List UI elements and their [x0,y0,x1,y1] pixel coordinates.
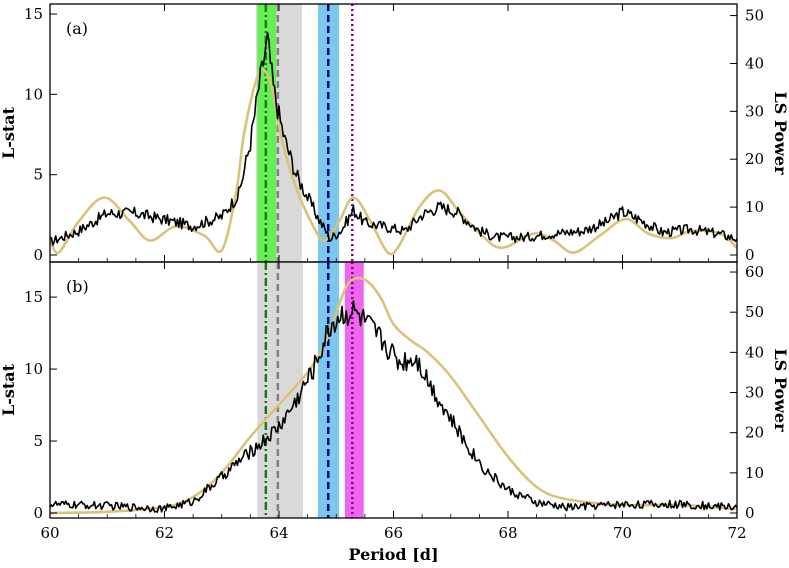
panel-b: 60 62 64 66 68 70 72 0 5 10 15 0 10 20 30 40 50 60 L-stat L… [0,261,789,564]
y-right-tick-label: 40 [745,54,764,72]
y-left-tick-label: 0 [33,246,43,264]
x-tick-label: 62 [155,524,174,542]
shaded-band [344,262,364,518]
y-right-tick-label: 10 [745,464,764,482]
y-right-tick-label: 30 [745,384,764,402]
y-left-tick-label: 10 [24,360,43,378]
y-right-tick-label: 60 [745,263,764,281]
y-right-tick-label: 50 [745,303,764,321]
x-tick-label: 66 [384,524,403,542]
plot-area [50,262,737,518]
y-axis-title-left: L-stat [0,106,18,159]
shaded-band [317,4,340,262]
shaded-band [257,262,304,518]
y-left-tick-label: 15 [24,288,43,306]
plot-frame [49,261,738,519]
y-axis-title-right: LS Power [771,348,789,432]
series-line-lstat [50,300,737,513]
x-tick-label: 64 [269,524,288,542]
panel-label: (b) [66,277,89,296]
y-left-tick-label: 10 [24,85,43,103]
y-right-tick-label: 0 [745,504,755,522]
x-tick-label: 72 [727,524,746,542]
y-left-tick-label: 5 [33,432,43,450]
y-right-tick-label: 50 [745,7,764,25]
series-line-lstat [50,31,737,246]
panel-label: (a) [66,19,88,38]
x-tick-label: 70 [613,524,632,542]
y-right-tick-label: 20 [745,424,764,442]
panel-a: 0 5 10 15 0 10 20 30 40 50 L-stat LS Power (a) [0,3,789,264]
plot-area [50,4,737,262]
y-axis-title-left: L-stat [0,363,18,416]
x-tick-label: 68 [498,524,517,542]
x-axis-title: Period [d] [348,545,438,564]
y-axis-title-right: LS Power [771,91,789,175]
y-right-tick-label: 0 [745,246,755,264]
x-tick-label: 60 [40,524,59,542]
y-left-tick-label: 15 [24,5,43,23]
y-left-tick-label: 0 [33,504,43,522]
y-right-tick-label: 10 [745,198,764,216]
y-left-tick-label: 5 [33,166,43,184]
series-line-ls-power [50,276,737,515]
y-right-tick-label: 20 [745,150,764,168]
y-right-tick-label: 40 [745,343,764,361]
y-right-tick-label: 30 [745,102,764,120]
